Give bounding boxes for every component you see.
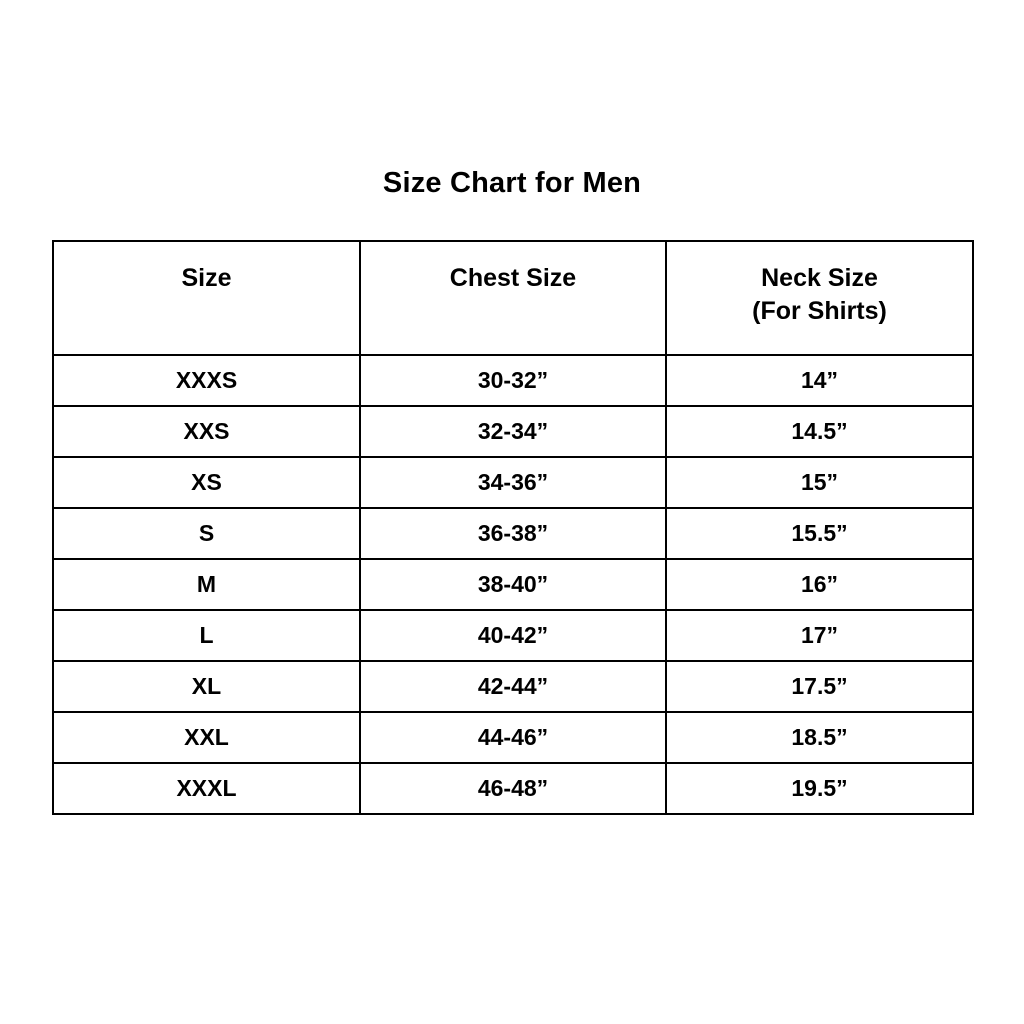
cell-chest: 36-38” <box>359 507 667 560</box>
column-header-neck-label: Neck Size <box>761 264 878 292</box>
cell-neck: 15” <box>665 456 974 509</box>
table-row: XXL 44-46” 18.5” <box>52 711 974 764</box>
column-header-size: Size <box>52 240 361 356</box>
table-header-row: Size Chest Size Neck Size (For Shirts) <box>52 240 974 356</box>
column-header-size-label: Size <box>181 264 232 292</box>
table-row: XXS 32-34” 14.5” <box>52 405 974 458</box>
cell-size: S <box>52 507 361 560</box>
cell-neck: 17.5” <box>665 660 974 713</box>
cell-chest: 40-42” <box>359 609 667 662</box>
column-header-chest: Chest Size <box>359 240 667 356</box>
table-body: XXXS 30-32” 14” XXS 32-34” 14.5” XS 34-3… <box>52 354 974 815</box>
size-chart-table: Size Chest Size Neck Size (For Shirts) X… <box>52 240 974 815</box>
table-row: XXXL 46-48” 19.5” <box>52 762 974 815</box>
cell-neck: 18.5” <box>665 711 974 764</box>
cell-neck: 14.5” <box>665 405 974 458</box>
cell-chest: 46-48” <box>359 762 667 815</box>
cell-neck: 19.5” <box>665 762 974 815</box>
cell-size: XXL <box>52 711 361 764</box>
cell-size: XS <box>52 456 361 509</box>
page-title: Size Chart for Men <box>382 167 642 199</box>
cell-size: XXS <box>52 405 361 458</box>
table-row: XS 34-36” 15” <box>52 456 974 509</box>
cell-size: L <box>52 609 361 662</box>
cell-neck: 14” <box>665 354 974 407</box>
table-row: XXXS 30-32” 14” <box>52 354 974 407</box>
cell-chest: 34-36” <box>359 456 667 509</box>
column-header-neck: Neck Size (For Shirts) <box>665 240 974 356</box>
cell-neck: 16” <box>665 558 974 611</box>
cell-chest: 32-34” <box>359 405 667 458</box>
cell-chest: 38-40” <box>359 558 667 611</box>
column-header-neck-sublabel: (For Shirts) <box>752 297 887 325</box>
cell-size: M <box>52 558 361 611</box>
cell-chest: 44-46” <box>359 711 667 764</box>
cell-chest: 30-32” <box>359 354 667 407</box>
table-header: Size Chest Size Neck Size (For Shirts) <box>52 240 974 356</box>
cell-size: XXXS <box>52 354 361 407</box>
column-header-chest-label: Chest Size <box>449 264 577 292</box>
cell-size: XL <box>52 660 361 713</box>
table-row: S 36-38” 15.5” <box>52 507 974 560</box>
cell-size: XXXL <box>52 762 361 815</box>
cell-neck: 17” <box>665 609 974 662</box>
cell-neck: 15.5” <box>665 507 974 560</box>
cell-chest: 42-44” <box>359 660 667 713</box>
table-row: XL 42-44” 17.5” <box>52 660 974 713</box>
table-row: L 40-42” 17” <box>52 609 974 662</box>
table-row: M 38-40” 16” <box>52 558 974 611</box>
